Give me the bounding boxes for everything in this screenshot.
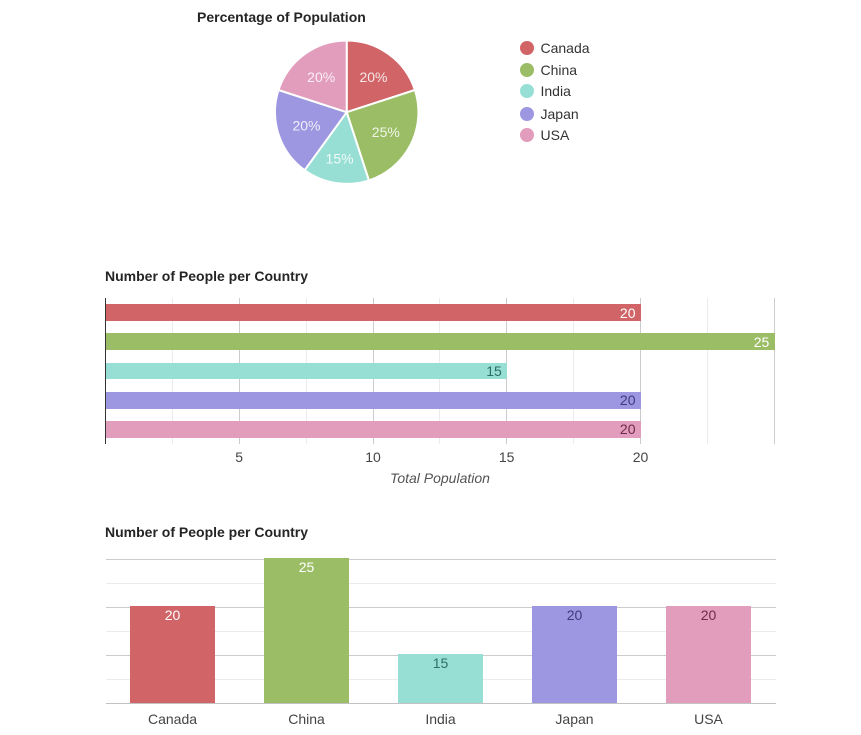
svg-text:20%: 20% — [292, 118, 320, 134]
svg-text:15%: 15% — [326, 151, 354, 167]
svg-text:20%: 20% — [359, 69, 387, 85]
svg-text:25%: 25% — [372, 124, 400, 140]
svg-text:20%: 20% — [307, 69, 335, 85]
